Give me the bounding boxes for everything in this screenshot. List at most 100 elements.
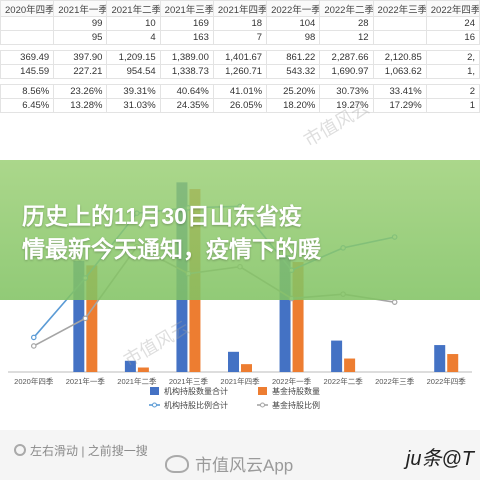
- legend-label: 基金持股数量: [272, 386, 320, 396]
- table-cell: 17.29%: [372, 98, 427, 113]
- table-row: 8.56% 23.26% 39.31% 40.64% 41.01% 25.20% 30.73…: [0, 84, 480, 99]
- table-cell: 369.49: [0, 50, 55, 65]
- bar-institution-count: [331, 340, 343, 372]
- table-cell: 10: [106, 16, 161, 31]
- table-cell: 1,401.67: [212, 50, 268, 65]
- bar-institution-count: [73, 260, 85, 372]
- line-point: [82, 315, 89, 322]
- table-cell: 24.35%: [159, 98, 214, 113]
- search-hint-text: 左右滑动 | 之前搜一搜: [30, 444, 148, 458]
- table-header-row: 2020年四季 2021年一季 2021年二季 2021年三季 2021年四季 2022年…: [0, 0, 480, 17]
- x-tick-label: 2021年一季: [66, 376, 106, 386]
- search-hint[interactable]: 左右滑动 | 之前搜一搜: [14, 442, 148, 459]
- table-cell: 1,209.15: [106, 50, 161, 65]
- table-cell: 2,120.85: [372, 50, 427, 65]
- table-cell: 227.21: [53, 64, 108, 79]
- legend-swatch-point: [152, 402, 157, 408]
- table-cell: 104: [266, 16, 321, 31]
- source-credit: ju条@T: [405, 448, 474, 470]
- line-point: [30, 334, 37, 341]
- x-tick-label: 2021年二季: [117, 376, 157, 386]
- bar-institution-count: [434, 345, 446, 372]
- table-cell: 25.20%: [266, 84, 321, 99]
- x-tick-label: 2022年三季: [375, 376, 415, 386]
- brand-watermark: 市值风云App: [165, 451, 293, 476]
- brand-logo-icon: [165, 455, 189, 473]
- table-cell: 4: [106, 30, 161, 45]
- headline-overlay: [0, 160, 480, 300]
- table-body: 99 10 169 18 104 28 24 95 4 163 7 98 12 16 369.49 397.9…: [0, 16, 480, 113]
- table-cell: 169: [159, 16, 214, 31]
- bar-fund-count: [86, 265, 98, 372]
- legend-label: 机构持股比例合计: [164, 400, 228, 410]
- legend-label: 基金持股比例: [272, 400, 320, 410]
- bar-fund-count: [137, 367, 149, 372]
- table-cell: 1,690.97: [319, 64, 374, 79]
- legend-swatch: [150, 387, 159, 395]
- brand-name: 市值风云App: [195, 456, 294, 475]
- table-cell: 954.54: [106, 64, 161, 79]
- table-row: 6.45% 13.28% 31.03% 24.35% 26.05% 18.20% 19.27…: [0, 98, 480, 113]
- table-cell: 861.22: [266, 50, 321, 65]
- table-row: 369.49 397.90 1,209.15 1,389.00 1,401.67 861.…: [0, 50, 480, 65]
- table-cell: 397.90: [53, 50, 108, 65]
- x-tick-label: 2021年四季: [220, 376, 260, 386]
- table-row: 95 4 163 7 98 12 16: [0, 30, 480, 45]
- table-cell: 95: [53, 30, 108, 45]
- table-row: 99 10 169 18 104 28 24: [0, 16, 480, 31]
- stats-table: 2020年四季 2021年一季 2021年二季 2021年三季 2021年四季 2022年…: [0, 0, 480, 113]
- search-icon: [14, 444, 26, 456]
- x-tick-label: 2022年二季: [324, 376, 364, 386]
- table-col-header: 2021年二季: [106, 0, 161, 17]
- table-cell: 1,260.71: [212, 64, 268, 79]
- table-cell: 13.28%: [53, 98, 108, 113]
- table-cell: [0, 30, 55, 45]
- table-cell: 1,063.62: [372, 64, 427, 79]
- table-cell: 7: [212, 30, 268, 45]
- bar-fund-count: [241, 364, 252, 372]
- table-cell: 28: [319, 16, 374, 31]
- table-cell: 543.32: [266, 64, 321, 79]
- table-cell: [372, 30, 427, 45]
- bar-fund-count: [344, 358, 356, 372]
- bar-institution-count: [279, 255, 291, 372]
- table-col-header: 2022年四季: [425, 0, 480, 17]
- table-cell: 18.20%: [266, 98, 321, 113]
- table-row: 145.59 227.21 954.54 1,338.73 1,260.71 543.32…: [0, 64, 480, 79]
- table-col-header: 2021年一季: [53, 0, 108, 17]
- line-point: [391, 299, 398, 305]
- table-cell: 2,: [425, 50, 480, 65]
- table-col-header: 2022年二季: [319, 0, 374, 17]
- table-cell: [372, 16, 427, 31]
- table-cell: 26.05%: [212, 98, 268, 113]
- table-col-header: 2022年一季: [266, 0, 321, 17]
- table-cell: 12: [319, 30, 374, 45]
- table-cell: 99: [53, 16, 108, 31]
- table-cell: 31.03%: [106, 98, 161, 113]
- x-tick-label: 2022年一季: [272, 376, 312, 386]
- headline-line-2: 情最新今天通知，疫情下的暖: [22, 236, 321, 262]
- table-cell: 24: [425, 16, 480, 31]
- table-cell: 1,338.73: [159, 64, 214, 79]
- x-tick-label: 2022年四季: [427, 376, 467, 386]
- table-cell: 145.59: [0, 64, 55, 79]
- bar-fund-count: [447, 354, 459, 372]
- table-cell: 41.01%: [212, 84, 268, 99]
- bar-institution-count: [228, 351, 239, 372]
- headline-line-1: 历史上的11月30日山东省疫: [22, 203, 302, 229]
- bar-fund-count: [292, 262, 304, 372]
- data-table-region: 2020年四季 2021年一季 2021年二季 2021年三季 2021年四季 2022年…: [0, 0, 480, 140]
- table-cell: 1,389.00: [159, 50, 214, 65]
- table-col-header: 2022年三季: [372, 0, 427, 17]
- table-col-header: 2020年四季: [0, 0, 55, 17]
- bar-institution-count: [124, 360, 136, 372]
- table-col-header: 2021年三季: [159, 0, 214, 17]
- table-cell: 18: [212, 16, 268, 31]
- line-point: [30, 343, 37, 349]
- table-cell: 6.45%: [0, 98, 55, 113]
- article-headline[interactable]: 历史上的11月30日山东省疫 情最新今天通知，疫情下的暖: [22, 200, 462, 266]
- table-cell: 1,: [425, 64, 480, 79]
- table-cell: 39.31%: [106, 84, 161, 99]
- table-cell: 1: [425, 98, 480, 113]
- table-cell: 163: [159, 30, 214, 45]
